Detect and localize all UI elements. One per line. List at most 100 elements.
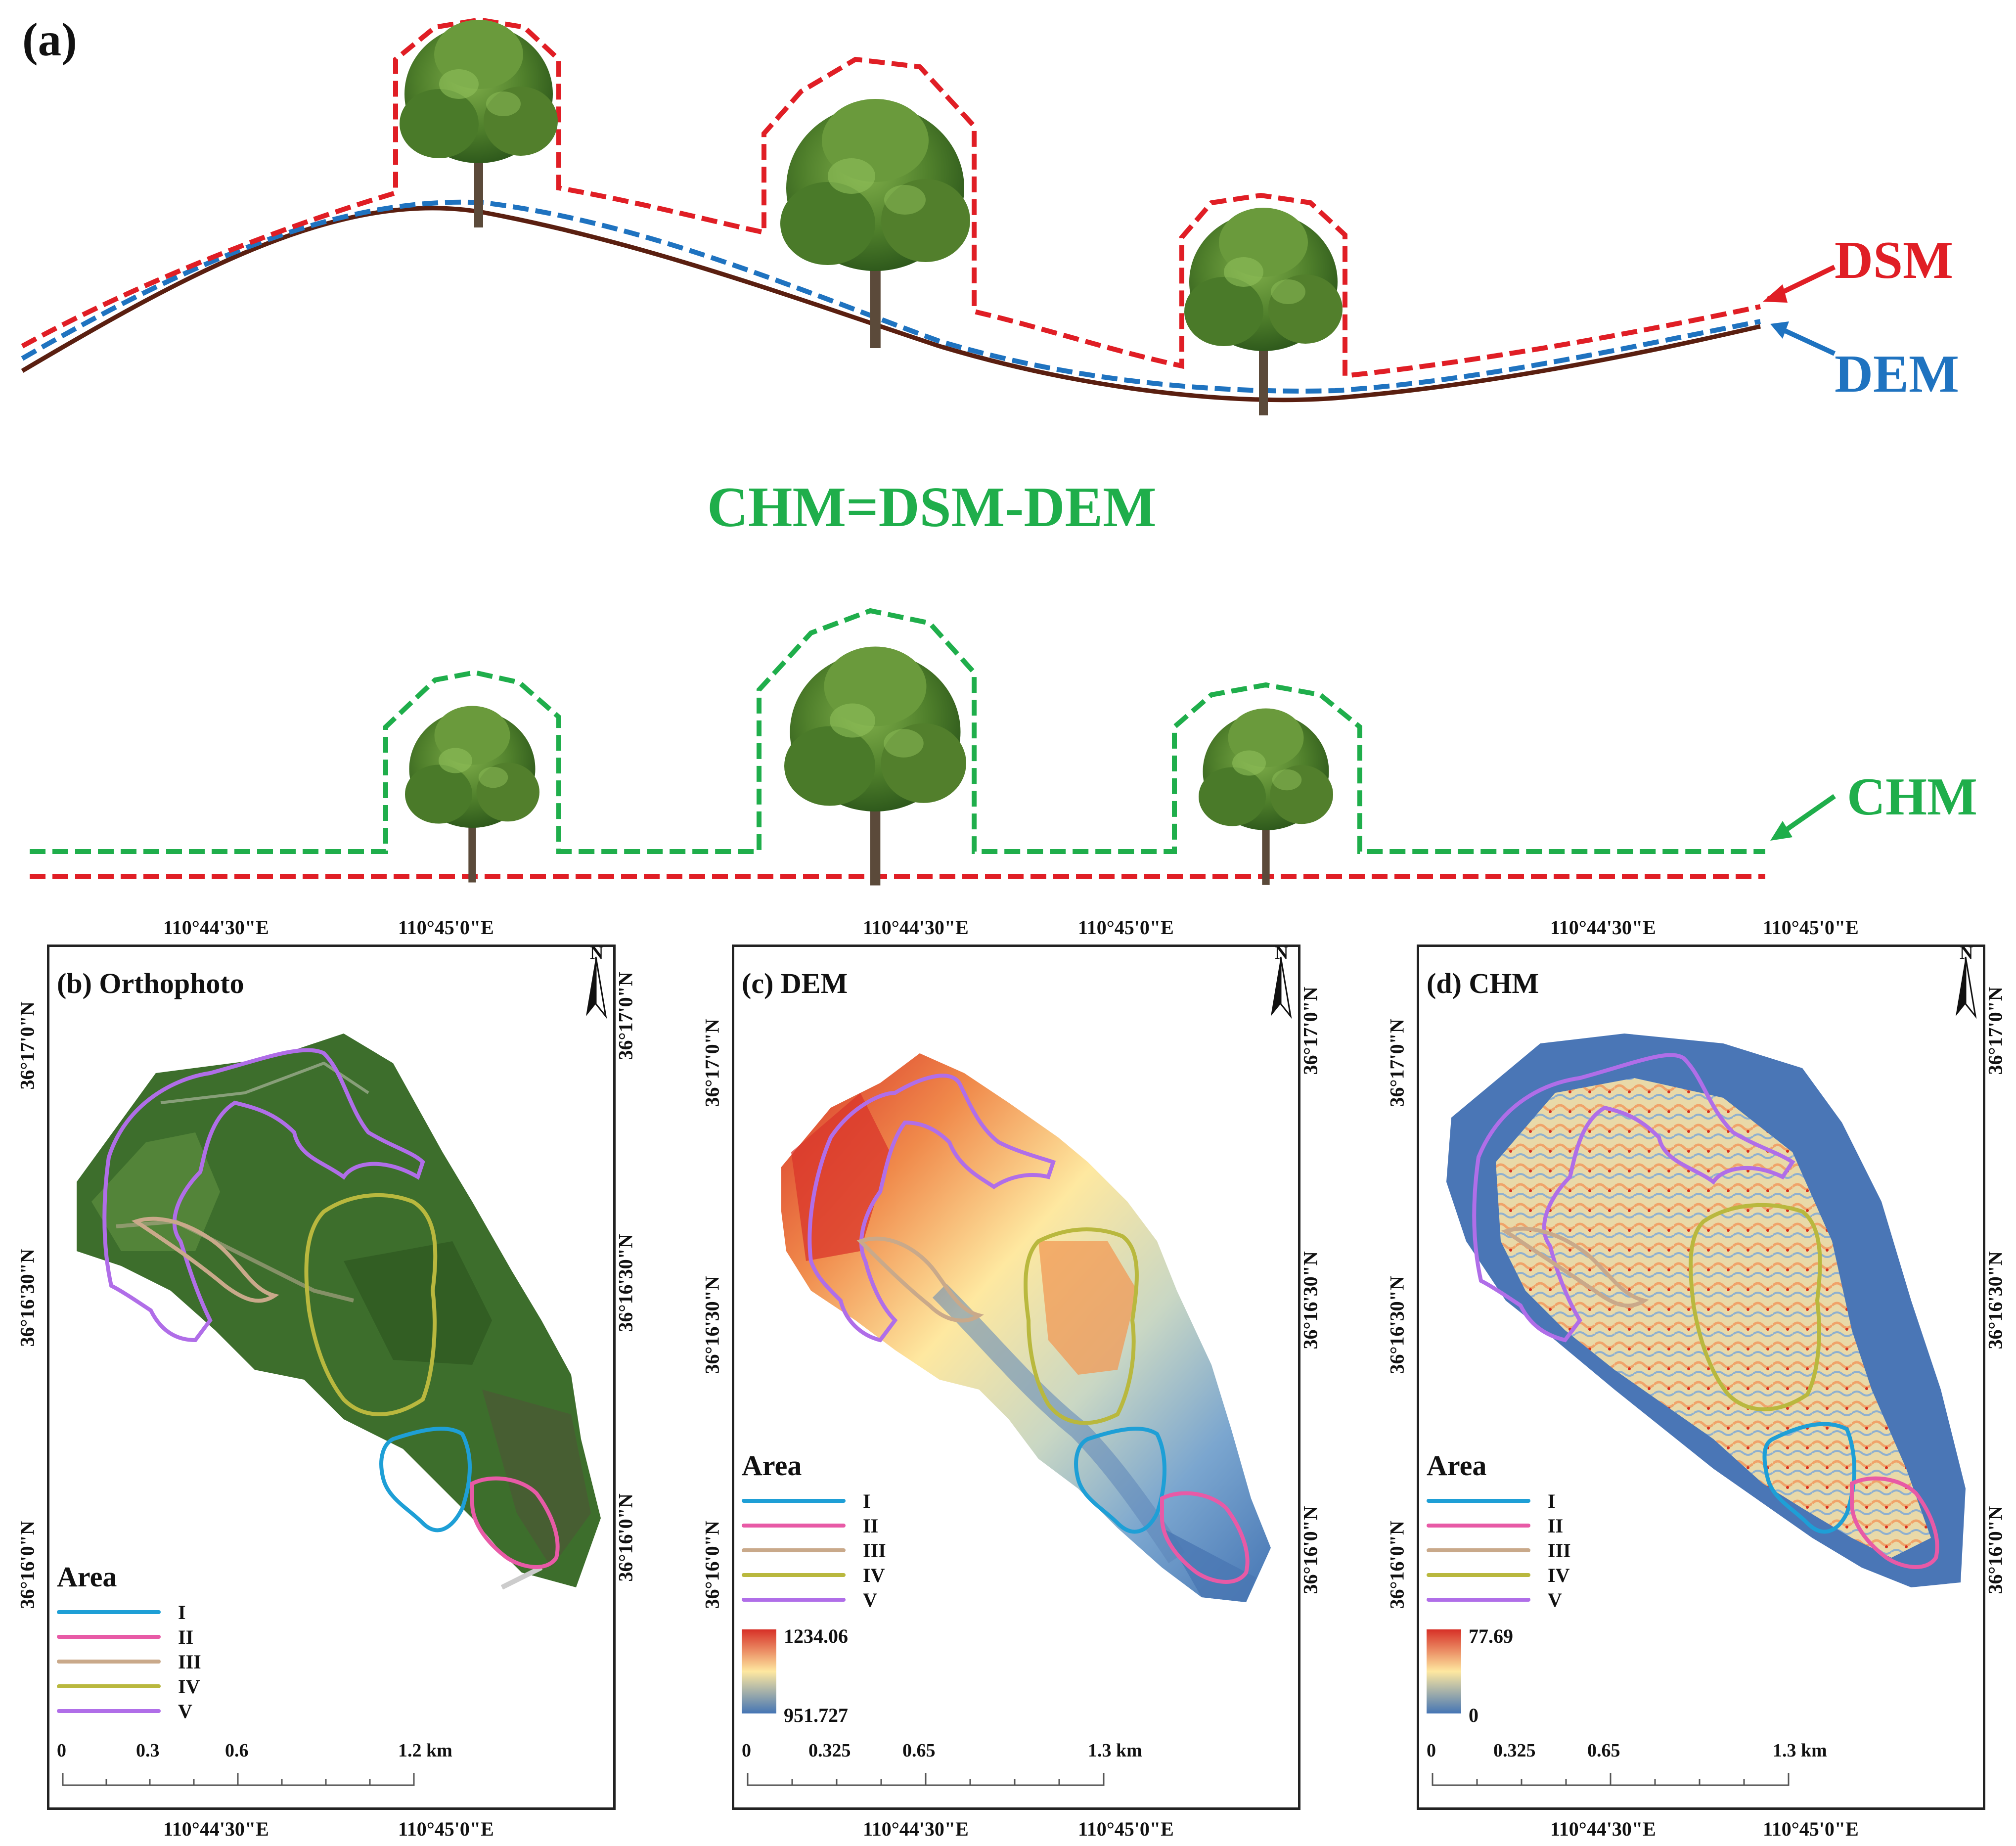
lon-tick-label: 110°45'0"E	[1078, 916, 1174, 939]
colorbar	[742, 1629, 776, 1713]
legend-item: IV	[1427, 1564, 1569, 1586]
legend-item: I	[742, 1490, 871, 1512]
scale-label: 0	[742, 1740, 751, 1761]
panel-title: (b) Orthophoto	[57, 967, 244, 999]
ground-surface-line	[21, 206, 1761, 403]
scale-label: 0.325	[808, 1740, 851, 1761]
scale-bar	[747, 1773, 1105, 1786]
chm-equation: CHM=DSM-DEM	[707, 476, 1157, 539]
legend-item: II	[1427, 1515, 1563, 1537]
legend-item: III	[57, 1651, 201, 1673]
chm-map	[1446, 1034, 1966, 1587]
panel-title: (c) DEM	[742, 967, 848, 999]
lon-tick-label: 110°44'30"E	[1550, 916, 1656, 939]
north-label: N	[1275, 943, 1289, 963]
area-ii-outline	[470, 1476, 560, 1569]
dem-line	[21, 199, 1761, 394]
lon-tick-label: 110°44'30"E	[863, 1818, 969, 1840]
scale-label: 0.6	[225, 1740, 249, 1761]
tree-icon	[405, 706, 539, 883]
scale-label: 0	[1427, 1740, 1436, 1761]
chm-label: CHM	[1847, 767, 1977, 826]
legend-item: V	[742, 1589, 877, 1611]
lon-tick-label: 110°44'30"E	[163, 1818, 269, 1840]
area-i-outline	[379, 1427, 472, 1532]
north-label: N	[1960, 943, 1973, 963]
colorbar-max: 1234.06	[784, 1625, 848, 1647]
area-i-outline	[1074, 1427, 1166, 1534]
dem-label: DEM	[1835, 345, 1959, 404]
area-iii-outline	[856, 1236, 984, 1323]
dem-map	[781, 1053, 1271, 1602]
tree-icon	[400, 20, 558, 227]
area-v-outline	[1472, 1053, 1795, 1343]
lon-tick-label: 110°45'0"E	[1763, 916, 1859, 939]
tree-icon	[780, 99, 970, 348]
lat-tick-label: 36°16'30"N	[16, 1249, 39, 1347]
scale-label: 1.3 km	[1088, 1740, 1142, 1761]
north-label: N	[590, 943, 604, 963]
lat-tick-label: 36°16'30"N	[1984, 1251, 2007, 1350]
lat-tick-label: 36°16'0"N	[614, 1493, 637, 1582]
north-arrow-icon	[586, 956, 607, 1019]
lon-tick-label: 110°45'0"E	[398, 1818, 494, 1840]
area-iii-outline	[1501, 1226, 1649, 1308]
lat-tick-label: 36°16'30"N	[701, 1276, 723, 1374]
legend-title: Area	[57, 1561, 117, 1593]
colorbar	[1427, 1629, 1461, 1713]
scale-bar	[1432, 1773, 1790, 1786]
legend-title: Area	[742, 1449, 802, 1482]
lat-tick-label: 36°16'30"N	[614, 1234, 637, 1332]
area-iii-outline	[131, 1216, 279, 1303]
legend-item: III	[1427, 1539, 1571, 1562]
lat-tick-label: 36°17'0"N	[16, 1001, 39, 1090]
legend-item: I	[1427, 1490, 1556, 1512]
lon-tick-label: 110°44'30"E	[1550, 1818, 1656, 1840]
lat-tick-label: 36°16'0"N	[701, 1521, 723, 1609]
legend-item: V	[57, 1700, 192, 1722]
area-iv-outline	[1024, 1227, 1139, 1425]
lat-tick-label: 36°17'0"N	[1386, 1019, 1408, 1107]
colorbar-max: 77.69	[1469, 1625, 1513, 1647]
panel-a-diagram	[21, 17, 1836, 886]
lon-tick-label: 110°45'0"E	[1763, 1818, 1859, 1840]
lat-tick-label: 36°17'0"N	[1984, 987, 2007, 1075]
scale-bar	[62, 1773, 415, 1786]
area-iv-outline	[304, 1193, 438, 1416]
panel-a-label: (a)	[22, 13, 77, 66]
legend-item: I	[57, 1601, 186, 1623]
area-v-outline	[807, 1074, 1056, 1343]
lon-tick-label: 110°45'0"E	[398, 916, 494, 939]
scale-label: 0.3	[136, 1740, 160, 1761]
lat-tick-label: 36°16'0"N	[1299, 1506, 1322, 1594]
area-ii-outline	[1160, 1491, 1250, 1584]
area-v-outline	[102, 1048, 425, 1343]
lat-tick-label: 36°16'30"N	[1386, 1276, 1408, 1374]
lon-tick-label: 110°45'0"E	[1078, 1818, 1174, 1840]
scale-label: 0.65	[1587, 1740, 1620, 1761]
lat-tick-label: 36°16'0"N	[16, 1521, 39, 1609]
legend-item: V	[1427, 1589, 1562, 1611]
scale-label: 0	[57, 1740, 66, 1761]
legend-item: IV	[742, 1564, 885, 1586]
orthophoto-map	[77, 1034, 601, 1590]
scale-label: 1.2 km	[398, 1740, 452, 1761]
dsm-label: DSM	[1835, 231, 1953, 290]
scale-label: 1.3 km	[1773, 1740, 1827, 1761]
lat-tick-label: 36°16'0"N	[1984, 1506, 2007, 1594]
lat-tick-label: 36°17'0"N	[1299, 987, 1322, 1075]
lat-tick-label: 36°17'0"N	[614, 972, 637, 1060]
tree-icon	[1199, 708, 1333, 885]
lat-tick-label: 36°16'30"N	[1299, 1251, 1322, 1350]
dem-arrow	[1776, 325, 1836, 356]
legend-item: II	[57, 1626, 193, 1648]
colorbar-min: 0	[1469, 1704, 1478, 1726]
area-i-outline	[1762, 1422, 1856, 1534]
legend-item: III	[742, 1539, 886, 1562]
chm-line	[30, 608, 1765, 854]
north-arrow-icon	[1271, 956, 1292, 1019]
tree-icon	[1184, 208, 1343, 415]
lat-tick-label: 36°16'0"N	[1386, 1521, 1408, 1609]
tree-icon	[784, 646, 966, 886]
area-iv-outline	[1689, 1203, 1822, 1411]
